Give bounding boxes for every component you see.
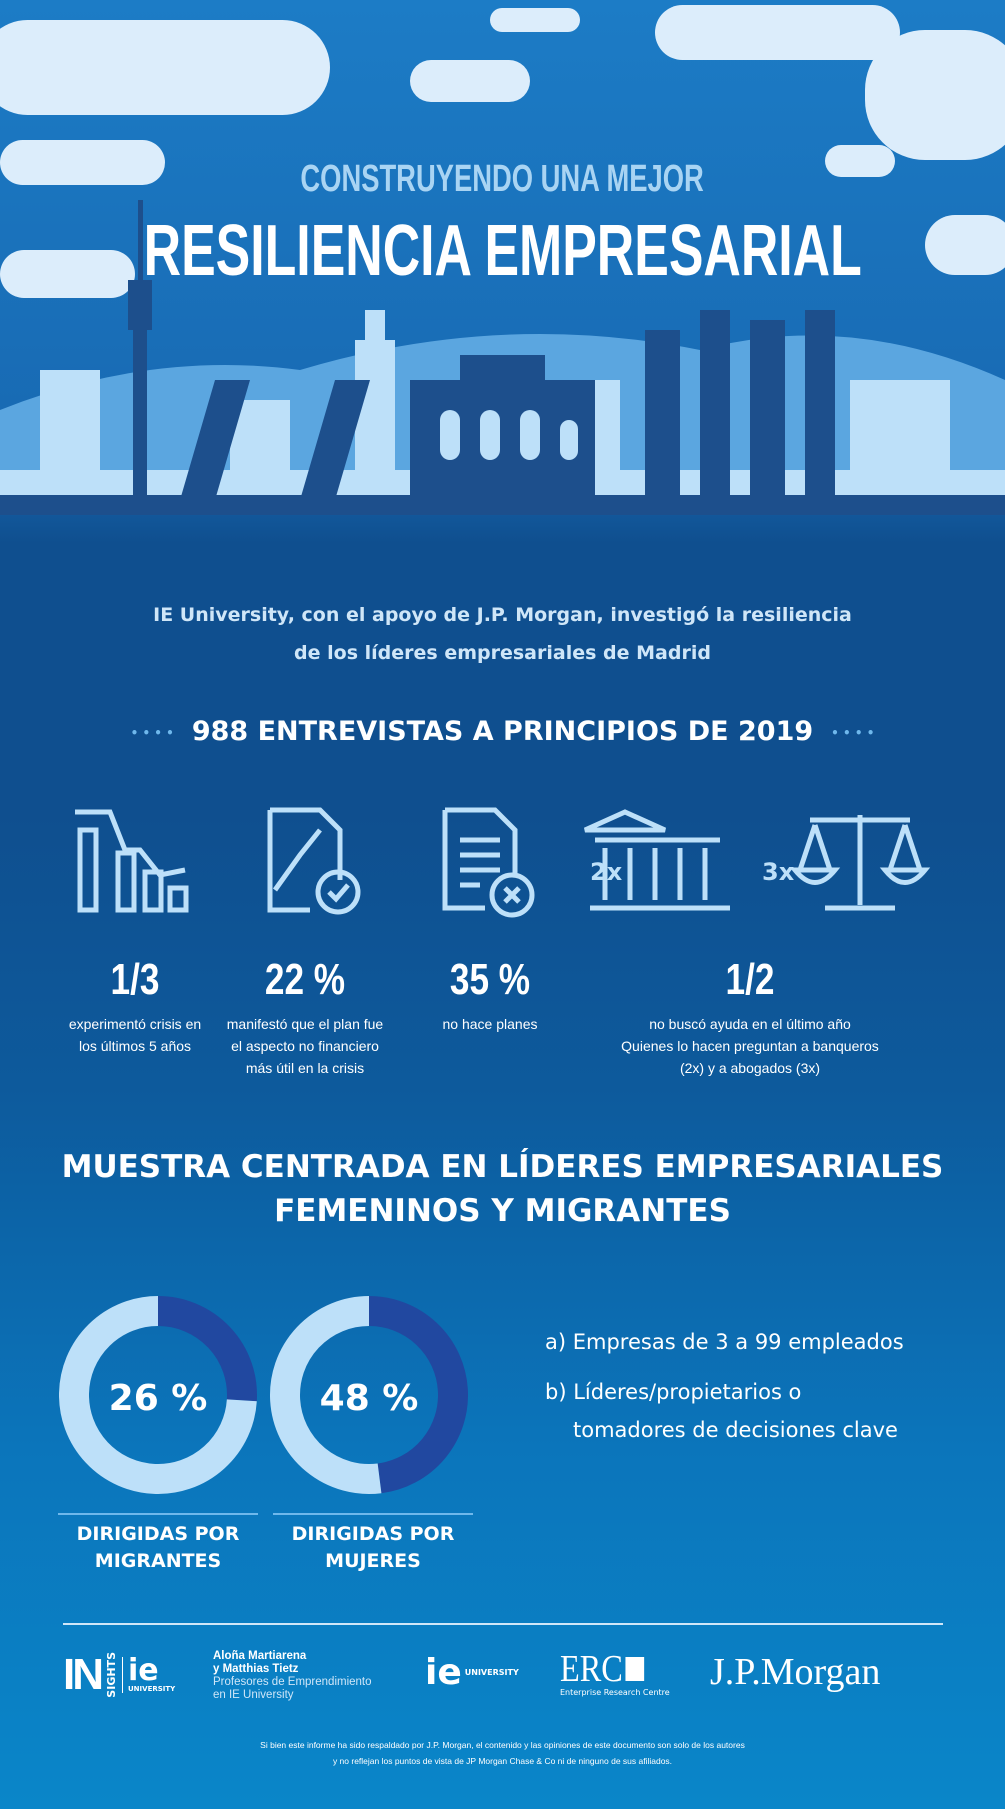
section2-line: MUESTRA CENTRADA EN LÍDERES EMPRESARIALE… bbox=[61, 1149, 944, 1185]
caption-line: MIGRANTES bbox=[94, 1550, 222, 1572]
header-title: RESILIENCIA EMPRESARIAL bbox=[143, 211, 862, 291]
disclaimer-line: y no reflejan los puntos de vista de JP … bbox=[332, 1756, 673, 1766]
stat-help: 1/2 no buscó ayuda en el último año Quiene… bbox=[580, 955, 920, 1079]
cloud bbox=[0, 20, 330, 115]
cloud bbox=[865, 30, 1005, 160]
donut-segment-highlight bbox=[157, 1296, 257, 1402]
stat-value: 35 % bbox=[449, 955, 531, 1004]
donut-caption-migrants: DIRIGIDAS POR MIGRANTES bbox=[58, 1521, 258, 1575]
section2-title: MUESTRA CENTRADA EN LÍDERES EMPRESARIALE… bbox=[0, 1145, 1005, 1233]
stat-value: 22 % bbox=[264, 955, 346, 1004]
logo-ie: ie bbox=[128, 1653, 159, 1688]
disclaimer: Si bien este informe ha sido respaldado … bbox=[0, 1737, 1005, 1769]
stat-crisis: 1/3 experimentó crisis en los últimos 5 añ… bbox=[35, 955, 235, 1057]
cloud bbox=[825, 145, 895, 177]
caption-line: DIRIGIDAS POR bbox=[76, 1523, 240, 1545]
cloud bbox=[925, 215, 1005, 275]
cloud bbox=[410, 60, 530, 102]
donut-segment-rest bbox=[59, 1296, 257, 1494]
header-title-wrap: RESILIENCIA EMPRESARIAL bbox=[0, 210, 1005, 292]
document-x-icon bbox=[442, 807, 535, 918]
cloud bbox=[490, 8, 580, 32]
author-name: y Matthias Tietz bbox=[213, 1663, 299, 1675]
donut-segment-highlight bbox=[368, 1296, 468, 1494]
intro-line: IE University, con el apoyo de J.P. Morg… bbox=[153, 604, 852, 626]
criteria-item: tomadores de decisiones clave bbox=[573, 1418, 898, 1442]
cloud bbox=[655, 5, 900, 60]
divider bbox=[58, 1513, 258, 1515]
dots-decoration: • • • • bbox=[130, 725, 174, 740]
donut-label-women: 48 % bbox=[319, 1378, 419, 1419]
donut-label-migrants: 26 % bbox=[108, 1378, 208, 1419]
erc-slash-icon bbox=[625, 1657, 645, 1681]
document-check-icon bbox=[267, 807, 361, 915]
scales-icon bbox=[789, 815, 931, 911]
logo-university: UNIVERSITY bbox=[464, 1668, 519, 1677]
erc-name: ERC bbox=[560, 1648, 623, 1690]
scale-multiplier: 3x bbox=[762, 858, 795, 886]
section-title-text: 988 ENTREVISTAS A PRINCIPIOS DE 2019 bbox=[191, 716, 814, 747]
erc-logo: ERC Enterprise Research Centre bbox=[560, 1650, 670, 1697]
section2-line: FEMENINOS Y MIGRANTES bbox=[274, 1193, 731, 1229]
divider bbox=[273, 1513, 473, 1515]
stat-desc: no buscó ayuda en el último año bbox=[649, 1016, 851, 1032]
madrid-skyline-illustration bbox=[0, 200, 1005, 515]
stat-desc: (2x) y a abogados (3x) bbox=[679, 1060, 821, 1076]
author-role: en IE University bbox=[213, 1689, 294, 1701]
intro-line: de los líderes empresariales de Madrid bbox=[294, 642, 711, 664]
erc-sub: Enterprise Research Centre bbox=[560, 1688, 670, 1697]
cloud bbox=[0, 140, 165, 185]
criteria-item: b) Líderes/propietarios o bbox=[545, 1380, 802, 1404]
cloud bbox=[0, 250, 135, 298]
bank-multiplier: 2x bbox=[590, 858, 623, 886]
logo-university: UNIVERSITY bbox=[128, 1685, 176, 1693]
stat-no-plans: 35 % no hace planes bbox=[390, 955, 590, 1035]
section-title: • • • • 988 ENTREVISTAS A PRINCIPIOS DE 2… bbox=[0, 716, 1005, 747]
intro-text: IE University, con el apoyo de J.P. Morg… bbox=[0, 596, 1005, 672]
logo-ie: ie bbox=[425, 1652, 462, 1693]
caption-line: MUJERES bbox=[325, 1550, 421, 1572]
logo-in: IN bbox=[63, 1650, 104, 1699]
donut-caption-women: DIRIGIDAS POR MUJERES bbox=[273, 1521, 473, 1575]
stat-desc: los últimos 5 años bbox=[78, 1038, 192, 1054]
author-name: Aloña Martiarena bbox=[213, 1650, 307, 1662]
footer-divider bbox=[63, 1623, 943, 1625]
criteria-item: a) Empresas de 3 a 99 empleados bbox=[545, 1330, 904, 1354]
stat-value: 1/2 bbox=[725, 955, 775, 1004]
insights-ie-logo: IN SIGHTS ie UNIVERSITY bbox=[63, 1650, 175, 1700]
stat-desc: manifestó que el plan fue bbox=[226, 1016, 384, 1032]
donut-charts bbox=[59, 1296, 468, 1494]
stat-desc: más útil en la crisis bbox=[245, 1060, 365, 1076]
caption-line: DIRIGIDAS POR bbox=[291, 1523, 455, 1545]
header-kicker-wrap: CONSTRUYENDO UNA MEJOR bbox=[0, 158, 1005, 201]
stat-desc: el aspecto no financiero bbox=[231, 1038, 379, 1054]
stat-desc: Quienes lo hacen preguntan a banqueros bbox=[621, 1038, 879, 1054]
disclaimer-line: Si bien este informe ha sido respaldado … bbox=[260, 1740, 745, 1750]
donut-segment-rest bbox=[270, 1296, 382, 1494]
header-kicker: CONSTRUYENDO UNA MEJOR bbox=[300, 158, 705, 200]
stats-icons bbox=[75, 807, 931, 918]
authors: Aloña Martiarena y Matthias Tietz Profes… bbox=[213, 1650, 372, 1702]
jpmorgan-logo: J.P.Morgan bbox=[710, 1651, 881, 1693]
stat-desc: no hace planes bbox=[442, 1016, 538, 1032]
ie-university-logo: ie UNIVERSITY bbox=[425, 1652, 519, 1693]
stat-value: 1/3 bbox=[110, 955, 160, 1004]
dots-decoration: • • • • bbox=[831, 725, 875, 740]
author-role: Profesores de Emprendimiento bbox=[213, 1676, 372, 1688]
stat-desc: experimentó crisis en bbox=[68, 1016, 202, 1032]
declining-bar-chart-icon bbox=[75, 809, 189, 913]
bank-icon bbox=[583, 809, 730, 911]
logo-sights: SIGHTS bbox=[105, 1652, 118, 1698]
stat-plan: 22 % manifestó que el plan fue el aspecto … bbox=[205, 955, 405, 1079]
